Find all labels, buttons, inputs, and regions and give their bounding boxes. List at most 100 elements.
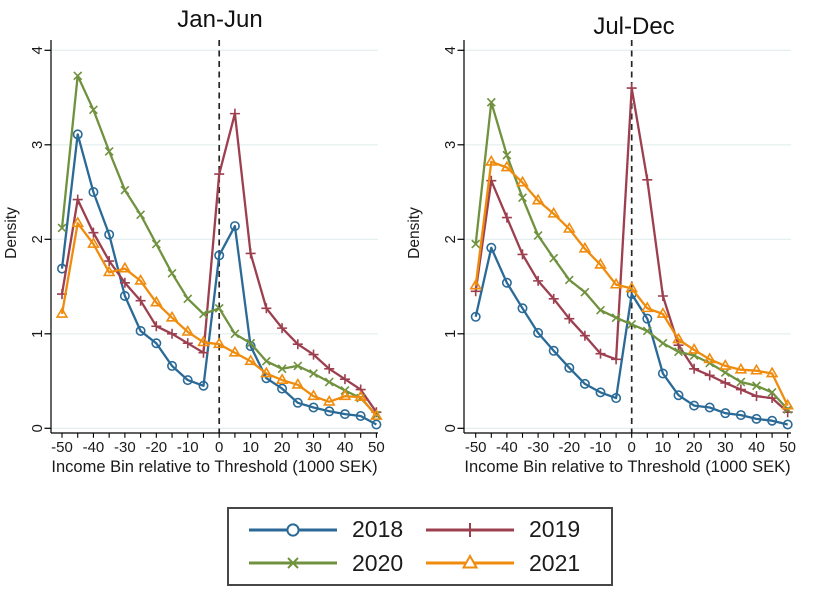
series-2020-marker-x xyxy=(214,303,224,313)
series-2020-marker-x xyxy=(736,377,746,387)
series-2021-marker-triangle xyxy=(71,216,85,228)
series-2021-marker-triangle xyxy=(102,265,116,277)
series-2018-marker-circle xyxy=(214,250,225,261)
series-2019-marker-plus xyxy=(548,293,559,304)
series-2020-marker-x xyxy=(73,71,83,81)
series-2020-marker-x xyxy=(136,210,146,220)
legend-marker-2021 xyxy=(426,554,514,569)
series-2018-marker-circle xyxy=(689,400,700,411)
series-2019-marker-plus xyxy=(229,108,240,119)
series-2019-marker-plus xyxy=(689,363,700,374)
series-2018-marker-circle xyxy=(198,380,209,391)
legend: 2018 2019 2020 2021 xyxy=(227,507,613,586)
series-2021-marker-triangle xyxy=(118,261,132,273)
series-2018-marker-circle xyxy=(104,229,115,240)
legend-item-2018: 2018 xyxy=(247,516,424,544)
series-2018-marker-circle xyxy=(517,303,528,314)
series-2019-marker-plus xyxy=(595,348,606,359)
series-2018-marker-circle xyxy=(371,419,382,430)
series-2020-marker-x xyxy=(167,268,177,278)
series-2019-marker-plus xyxy=(135,295,146,306)
x-tick-label: -30 xyxy=(527,439,549,456)
series-2019-marker-plus xyxy=(167,328,178,339)
y-tick-label: 1 xyxy=(29,330,46,338)
series-2020-marker-x xyxy=(104,146,114,156)
legend-item-2021: 2021 xyxy=(424,549,601,577)
series-2019-marker-plus xyxy=(324,363,335,374)
series-2021-marker-triangle xyxy=(750,363,763,375)
series-2021-line xyxy=(474,160,789,407)
series-2021-marker-triangle xyxy=(641,301,654,313)
series-2021-marker-triangle xyxy=(275,373,289,385)
y-tick-label: 3 xyxy=(442,141,459,149)
series-2019-marker-plus xyxy=(626,83,637,94)
series-2018-marker-circle xyxy=(88,187,99,198)
legend-marker-2020 xyxy=(249,557,337,569)
series-2019-marker-plus xyxy=(277,323,288,334)
series-2018-marker-circle xyxy=(167,360,178,371)
series-2018-marker-circle xyxy=(135,325,146,336)
series-2020-marker-x xyxy=(324,377,334,387)
series-2021-marker-triangle xyxy=(485,154,498,166)
x-tick-label: 10 xyxy=(655,439,672,456)
series-2019-marker-plus xyxy=(151,321,162,332)
series-2021-marker-triangle xyxy=(703,352,716,364)
series-2019-marker-plus xyxy=(501,212,512,223)
legend-label-2019: 2019 xyxy=(529,516,581,543)
series-2020-marker-x xyxy=(518,193,527,203)
series-2021-marker-triangle xyxy=(594,257,607,269)
series-2018-marker-circle xyxy=(642,313,653,324)
series-2020-marker-x xyxy=(230,329,240,339)
series-2018-marker-circle xyxy=(548,345,559,356)
x-tick-label: -40 xyxy=(496,439,518,456)
series-2021-marker-triangle xyxy=(672,332,685,344)
series-2021-marker-triangle xyxy=(87,237,100,248)
series-2020-marker-x xyxy=(309,369,318,378)
x-tick-label: -40 xyxy=(83,439,105,456)
y-tick-label: 1 xyxy=(442,330,459,338)
series-2021-marker-triangle xyxy=(370,409,383,420)
series-2021-marker-triangle xyxy=(563,222,576,233)
series-2019-marker-plus xyxy=(704,370,715,381)
series-2021-marker-triangle xyxy=(765,366,779,378)
series-2018-marker-circle xyxy=(501,277,512,288)
series-2021-marker-triangle xyxy=(578,241,592,253)
x-tick-label: -20 xyxy=(145,439,167,456)
series-2021-marker-triangle xyxy=(547,206,560,218)
series-2019-marker-plus xyxy=(214,169,225,180)
series-2021-marker-triangle xyxy=(656,307,670,318)
series-2019-marker-plus xyxy=(119,277,130,288)
y-tick-label: 3 xyxy=(29,141,46,149)
series-2020-marker-x xyxy=(533,231,543,240)
x-tick-label: -50 xyxy=(465,439,487,456)
series-2019-marker-plus xyxy=(735,384,746,395)
series-2021-marker-triangle xyxy=(338,389,352,401)
series-2019-marker-plus xyxy=(767,393,778,404)
series-2020-marker-x xyxy=(502,150,512,160)
series-2019-marker-plus xyxy=(308,349,319,360)
series-2018-marker-circle xyxy=(767,415,778,426)
series-2019-marker-plus xyxy=(198,347,209,358)
series-2019-marker-plus xyxy=(292,339,303,350)
series-2021-marker-triangle xyxy=(228,345,242,357)
series-2018-marker-circle xyxy=(229,221,240,232)
series-2018-marker-circle xyxy=(486,242,497,253)
series-2020-marker-x xyxy=(471,239,481,249)
series-2018-marker-circle xyxy=(673,390,684,401)
series-2019-marker-plus xyxy=(751,391,762,402)
x-tick-label: 30 xyxy=(717,439,734,456)
series-2020-marker-x xyxy=(580,287,590,297)
series-2019-marker-plus xyxy=(339,374,350,385)
series-2018-marker-circle xyxy=(720,408,731,419)
series-2020-marker-x xyxy=(293,361,303,371)
series-2021-marker-triangle xyxy=(55,307,69,318)
series-2018-marker-circle xyxy=(182,375,193,386)
series-2018-marker-circle xyxy=(704,402,715,413)
series-2021-marker-triangle xyxy=(307,389,320,401)
x-tick-label: 20 xyxy=(274,439,291,456)
series-2021-line xyxy=(60,222,378,417)
y-tick-label: 4 xyxy=(442,46,459,54)
series-2021-marker-triangle xyxy=(197,335,210,347)
series-2021-marker-triangle xyxy=(500,160,514,172)
